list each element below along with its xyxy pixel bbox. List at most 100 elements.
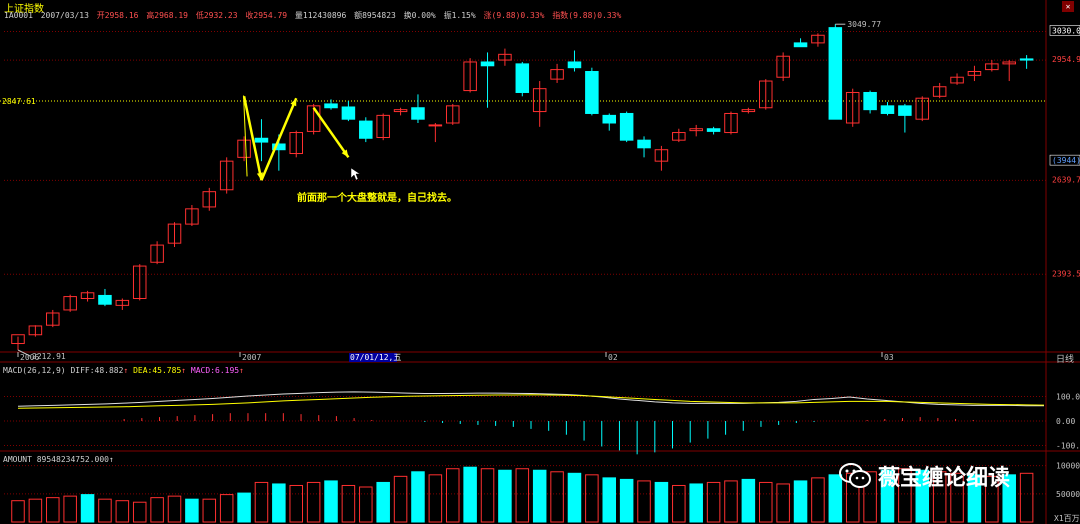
candle-body	[46, 312, 60, 326]
annotation-line	[243, 95, 248, 177]
annotation-arrow	[312, 107, 350, 159]
candle-body	[550, 69, 564, 80]
amount-bar	[324, 480, 338, 523]
amount-bar	[132, 501, 147, 523]
amount-info: AMOUNT 89548234752.000↑	[3, 455, 114, 464]
amount-unit-label: X1百万	[1054, 514, 1080, 523]
macd-axis-label: 0.00	[1056, 417, 1075, 426]
candle-body	[880, 105, 895, 114]
candle-body	[11, 334, 25, 345]
amount-total: 89548234752.000	[36, 455, 109, 464]
low-marker-line	[17, 349, 31, 357]
candle-body	[411, 107, 425, 120]
close-icon[interactable]: ✕	[1062, 1, 1074, 12]
quote-date: 2007/03/13	[40, 11, 89, 20]
candle-body	[950, 76, 964, 84]
price-axis-box	[1049, 25, 1080, 36]
amount-bar	[254, 481, 269, 523]
amount-bar	[724, 480, 738, 523]
amount-bar	[480, 468, 495, 523]
price-axis-label: 3030.0	[1052, 26, 1080, 35]
index-change-value: 指数(9.88)0.33%	[552, 11, 622, 20]
amount-bar	[654, 481, 669, 523]
amount-bar	[150, 497, 164, 523]
amount-bar	[637, 480, 651, 523]
amount-bar	[932, 471, 947, 523]
time-cursor-box	[349, 353, 397, 362]
amount-bar	[202, 498, 217, 523]
amount-bar	[689, 483, 703, 523]
amount-value: 额8954823	[354, 11, 396, 20]
candle-body	[532, 88, 547, 113]
candle-body	[689, 128, 703, 132]
candle-body	[393, 109, 408, 113]
candle-body	[672, 132, 686, 141]
candle-body	[219, 160, 234, 191]
candle-body	[793, 42, 808, 48]
amount-bar	[515, 468, 530, 523]
amount-bar	[828, 474, 843, 523]
level-label: 2847.61	[2, 97, 36, 106]
amount-bar	[306, 481, 321, 523]
amount-bar	[950, 472, 964, 523]
amount-bar	[550, 471, 564, 523]
amount-bar	[898, 468, 912, 523]
candle-body	[637, 139, 651, 149]
candle-body	[1019, 58, 1034, 61]
amount-bar	[63, 495, 77, 523]
macd-diff: DIFF:48.882	[70, 366, 124, 375]
amount-bar	[341, 484, 356, 523]
period-label: 日线	[1056, 353, 1074, 365]
price-axis-box	[1049, 154, 1080, 166]
volume-value: 量112430896	[294, 11, 347, 20]
time-axis-label: 02	[608, 353, 618, 362]
candle-body	[254, 137, 269, 143]
candle-body	[63, 296, 77, 311]
macd-macd: MACD:6.195	[190, 366, 240, 375]
macd-dea: DEA:45.785	[133, 366, 182, 375]
candle-body	[480, 61, 495, 67]
candle-body	[567, 61, 582, 69]
amount-name: AMOUNT	[3, 455, 32, 464]
amount-bar	[567, 472, 582, 523]
high-marker: 3049.77	[847, 20, 881, 29]
amount-bar	[46, 497, 60, 523]
candle-body	[967, 71, 982, 76]
amount-bar	[793, 480, 808, 523]
candle-body	[515, 63, 530, 93]
watermark: 薇宝缠论细读	[838, 460, 1010, 492]
wechat-icon	[839, 463, 871, 488]
candle-body	[185, 208, 199, 225]
candle-body	[932, 86, 947, 97]
amount-bar	[167, 495, 182, 523]
dea-line	[17, 394, 1045, 409]
high-value: 高2968.19	[146, 11, 188, 20]
amount-bar	[185, 498, 199, 523]
candle-body	[915, 97, 930, 120]
close-value: 收2954.79	[245, 11, 288, 20]
index-code: 1A0001	[4, 11, 33, 20]
candle-body	[150, 244, 164, 263]
candle-body	[985, 63, 999, 71]
amount-bar	[376, 481, 390, 523]
candle-body	[376, 114, 390, 139]
candle-body	[428, 124, 443, 127]
price-axis-label: 2639.71	[1052, 175, 1080, 184]
amount-bar	[272, 483, 286, 523]
time-axis-label: 07/01/12,五	[350, 353, 401, 362]
low-value: 低2932.23	[195, 11, 238, 20]
candle-body	[445, 105, 460, 124]
amount-bar	[219, 494, 234, 523]
candle-body	[811, 34, 825, 44]
candle-body	[237, 139, 251, 158]
candle-body	[585, 71, 599, 114]
time-axis-label: 2006	[20, 353, 39, 362]
amount-bar	[1002, 474, 1016, 523]
candle-body	[289, 132, 303, 155]
price-axis-label: 2393.5	[1052, 269, 1080, 278]
change-value: 涨(9.88)0.33%	[483, 11, 545, 20]
amount-bar	[602, 477, 617, 523]
amount-bar	[1019, 472, 1034, 523]
amount-bar	[967, 474, 982, 523]
